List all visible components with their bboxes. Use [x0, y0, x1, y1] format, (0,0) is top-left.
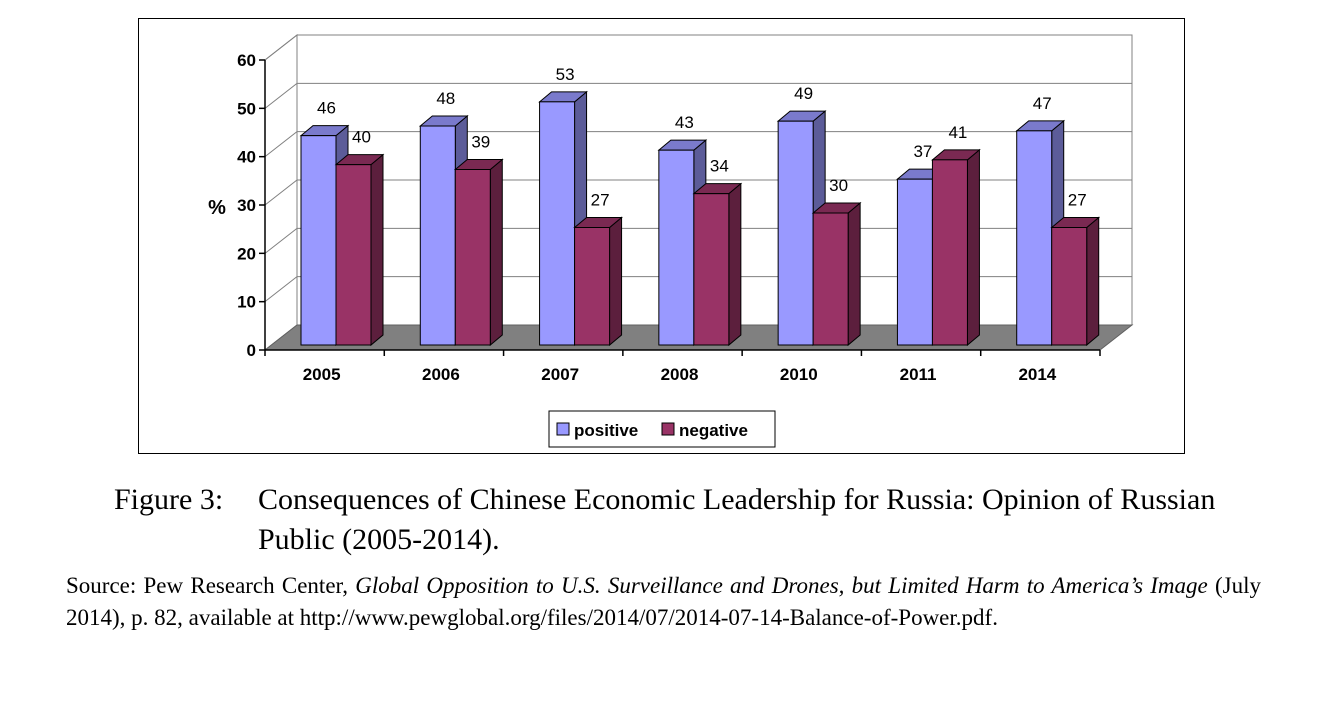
bar-positive-2006 — [419, 125, 456, 346]
x-tick-label-2007: 2007 — [541, 365, 579, 384]
data-label-positive-2010: 49 — [794, 84, 813, 103]
bar-negative-2006 — [454, 169, 491, 346]
caption-text: Consequences of Chinese Economic Leaders… — [258, 483, 1216, 556]
y-tick-label-40: 40 — [237, 148, 256, 167]
x-tick-label-2006: 2006 — [422, 365, 460, 384]
data-label-negative-2011: 41 — [948, 123, 967, 142]
bar-side-negative-2006 — [489, 158, 503, 347]
bar-negative-2010 — [812, 212, 849, 346]
data-label-negative-2010: 30 — [829, 176, 848, 195]
caption-label: Figure 3: — [114, 483, 224, 516]
data-label-positive-2008: 43 — [675, 113, 694, 132]
legend-swatch-negative — [661, 422, 675, 436]
x-tick-label-2005: 2005 — [303, 365, 341, 384]
data-label-negative-2014: 27 — [1068, 191, 1087, 210]
bar-side-negative-2005 — [370, 153, 384, 347]
bar-positive-2011 — [896, 178, 933, 346]
data-label-negative-2006: 39 — [471, 133, 490, 152]
gridline-60 — [264, 34, 1132, 61]
x-tick-label-2008: 2008 — [661, 365, 699, 384]
bar-negative-2011 — [931, 159, 968, 346]
x-tick-label-2010: 2010 — [780, 365, 818, 384]
bar-side-negative-2011 — [966, 148, 980, 347]
data-label-negative-2005: 40 — [352, 128, 371, 147]
bar-chart: 0 10 20 30 40 50 60% 2005 46 40 2006 48 39 2007 53 27 20… — [208, 33, 1134, 448]
source-suffix: (July 2014), p. 82, available at http://… — [66, 573, 1261, 630]
bar-side-negative-2014 — [1086, 216, 1100, 347]
y-axis-label: % — [208, 197, 226, 219]
bar-positive-2010 — [777, 120, 814, 346]
bar-positive-2014 — [1016, 130, 1053, 346]
legend-swatch-positive — [556, 422, 570, 436]
y-tick-label-50: 50 — [237, 99, 256, 118]
y-tick-label-10: 10 — [237, 293, 256, 312]
bar-negative-2007 — [574, 227, 611, 346]
bar-negative-2014 — [1051, 227, 1088, 346]
bar-positive-2008 — [658, 149, 695, 346]
data-label-positive-2007: 53 — [556, 65, 575, 84]
y-tick-label-60: 60 — [237, 51, 256, 70]
bar-positive-2007 — [539, 101, 576, 346]
data-label-positive-2005: 46 — [317, 99, 336, 118]
y-tick-label-0: 0 — [247, 341, 256, 360]
source-prefix: Source: Pew Research Center, — [66, 573, 356, 598]
y-tick-label-30: 30 — [237, 196, 256, 215]
bar-positive-2005 — [300, 135, 337, 346]
chart-frame — [138, 18, 1185, 454]
gridline-40 — [264, 131, 1132, 158]
x-tick-label-2011: 2011 — [900, 365, 937, 384]
gridline-30 — [264, 179, 1132, 206]
bar-negative-2005 — [335, 164, 372, 346]
gridline-50 — [264, 82, 1132, 109]
data-label-positive-2014: 47 — [1033, 94, 1052, 113]
data-label-negative-2008: 34 — [710, 157, 729, 176]
bar-side-negative-2008 — [728, 182, 742, 347]
data-label-positive-2006: 48 — [436, 89, 455, 108]
source-note: Source: Pew Research Center, Global Oppo… — [66, 570, 1261, 634]
bar-side-negative-2007 — [609, 216, 623, 347]
x-tick-label-2014: 2014 — [1018, 365, 1056, 384]
data-label-positive-2011: 37 — [913, 142, 932, 161]
bar-side-negative-2010 — [847, 201, 861, 347]
y-tick-label-20: 20 — [237, 244, 256, 263]
source-title: Global Opposition to U.S. Surveillance a… — [355, 573, 1208, 598]
legend-label-negative: negative — [679, 421, 748, 440]
legend-label-positive: positive — [574, 421, 638, 440]
bar-negative-2008 — [693, 193, 730, 346]
data-label-negative-2007: 27 — [591, 191, 610, 210]
